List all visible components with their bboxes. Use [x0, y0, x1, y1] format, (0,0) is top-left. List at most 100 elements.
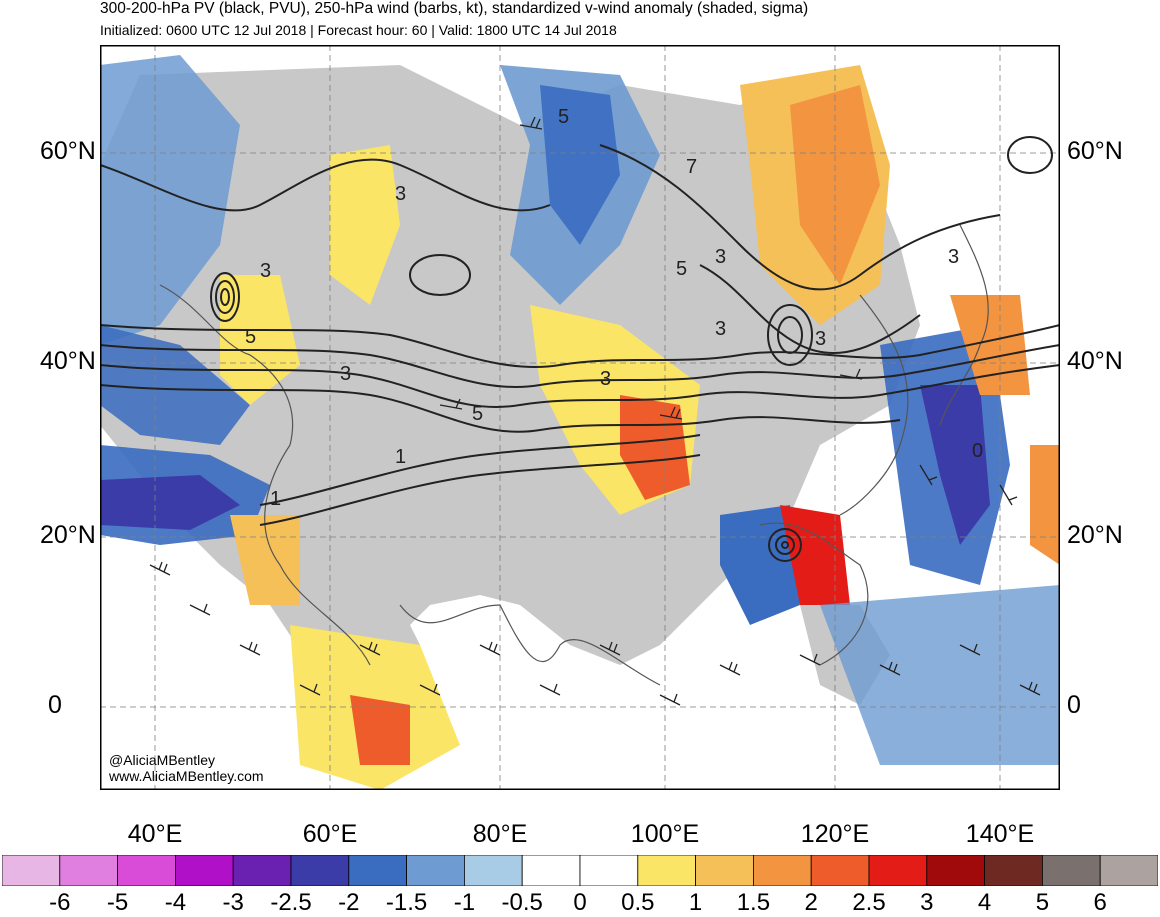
colorbar-swatch [695, 855, 754, 886]
colorbar-tick-label: 1 [688, 889, 703, 916]
contour-label: 3 [600, 368, 611, 390]
credit-handle: @AliciaMBentley [109, 752, 216, 768]
colorbar-tick-label: -6 [49, 889, 71, 916]
colorbar-tick-label: 4 [977, 889, 992, 916]
colorbar-tick-label: 1.5 [736, 889, 771, 916]
colorbar-tick-label: 0.5 [621, 889, 655, 916]
contour-label: 3 [395, 183, 406, 205]
lon-label: 120°E [800, 820, 870, 848]
pv-contour-ring [1007, 136, 1053, 174]
lat-label-right: 0 [1067, 691, 1081, 719]
colorbar-swatch [232, 855, 292, 886]
anomaly-strong-positive-south-china [780, 505, 850, 605]
map-frame [100, 45, 1060, 790]
contour-label-group: 5 7 3 3 5 5 3 3 3 3 5 3 1 1 3 0 [245, 106, 983, 510]
colorbar-swatch [521, 855, 581, 886]
colorbar-swatch [174, 855, 234, 886]
lon-label: 40°E [127, 820, 183, 848]
colorbar-tick-label: 6 [1093, 889, 1107, 916]
anomaly-negative-atlantic [100, 55, 240, 345]
colorbar-swatch [984, 855, 1043, 886]
colorbar-swatch [810, 855, 870, 886]
wind-barbs [149, 116, 1041, 706]
colorbar-swatch [2, 855, 61, 886]
contour-label: 3 [260, 260, 271, 282]
lat-label-right: 20°N [1067, 521, 1123, 549]
colorbar-swatch [290, 855, 350, 886]
colorbar-swatch [406, 855, 465, 886]
contour-label: 5 [558, 106, 569, 128]
graticule [100, 45, 1060, 790]
lon-label: 60°E [302, 820, 358, 848]
pv-contour-ring [768, 528, 802, 562]
colorbar-tick-label: 0 [573, 889, 587, 916]
colorbar-swatch [579, 855, 639, 886]
contour-label: 5 [245, 326, 256, 348]
anomaly-positive-med [220, 275, 300, 405]
anomaly-positive-east-pacific [1030, 445, 1060, 565]
pv-contour-ring [767, 304, 813, 366]
anomaly-positive-scandinavia [330, 145, 400, 305]
lat-label-left: 20°N [40, 521, 96, 549]
contour-label: 5 [676, 258, 687, 280]
anomaly-negative-west-europe [100, 325, 250, 445]
contour-label: 1 [395, 446, 406, 468]
pv-contour-ring [777, 316, 803, 354]
lat-label-left: 40°N [40, 347, 96, 375]
pv-contour-ring [220, 288, 230, 306]
colorbar [2, 855, 1158, 886]
figure-subtitle: Initialized: 0600 UTC 12 Jul 2018 | Fore… [100, 22, 617, 38]
pv-contour-ring [215, 280, 235, 314]
credit-website: www.AliciaMBentley.com [109, 768, 264, 784]
colorbar-tick-label: 5 [1035, 889, 1050, 916]
contour-label: 1 [270, 488, 281, 510]
colorbar-swatch [1099, 855, 1158, 886]
colorbar-tick-label: -2 [338, 889, 360, 916]
anomaly-strong-negative-africa [100, 475, 240, 530]
colorbar-swatch [868, 855, 928, 886]
anomaly-positive-okhotsk [950, 295, 1030, 395]
anomaly-strong-negative-pacific [920, 385, 990, 545]
colorbar-swatch [348, 855, 407, 886]
colorbar-tick-label: -1 [453, 889, 476, 916]
contour-label: 3 [715, 246, 726, 268]
colorbar-swatch [463, 855, 523, 886]
lon-label: 100°E [630, 820, 700, 848]
lon-label: 80°E [472, 820, 528, 848]
lon-label: 140°E [965, 820, 1035, 848]
anomaly-negative-ural-core [540, 85, 620, 245]
contour-label: 5 [472, 403, 483, 425]
colorbar-swatch [117, 855, 176, 886]
figure-title: 300-200-hPa PV (black, PVU), 250-hPa win… [100, 0, 809, 17]
map-panel: 5 7 3 3 5 5 3 3 3 3 5 3 1 1 3 0 [100, 45, 1060, 790]
colorbar-swatch [926, 855, 985, 886]
colorbar-tick-label: -0.5 [501, 889, 543, 916]
anomaly-strong-positive-indian-ocean [350, 695, 410, 765]
contour-label: 3 [340, 363, 351, 385]
lat-label-left: 0 [48, 691, 62, 719]
contour-label: 7 [686, 156, 697, 178]
contour-label: 3 [815, 328, 826, 350]
pv-contours [100, 136, 1060, 562]
lat-label-left: 60°N [40, 137, 96, 165]
pv-contour-ring [781, 541, 789, 549]
colorbar-tick-label: 3 [920, 889, 934, 916]
coastlines [159, 224, 989, 686]
pv-contour-ring [775, 535, 795, 555]
contour-label: 0 [972, 440, 983, 462]
colorbar-tick-label: -4 [164, 889, 187, 916]
colorbar-swatch [59, 855, 118, 886]
colorbar-tick-label: 2.5 [852, 889, 886, 916]
colorbar-tick-label: -2.5 [270, 889, 312, 916]
colorbar-tick-label: -3 [222, 889, 244, 916]
colorbar-tick-label: -5 [106, 889, 129, 916]
colorbar-swatch [753, 855, 812, 886]
contour-label: 3 [948, 246, 959, 268]
colorbar-swatch [1042, 855, 1101, 886]
contour-label: 3 [715, 318, 726, 340]
anomaly-positive-arabia [230, 515, 300, 605]
anomaly-strong-positive-tibet [620, 395, 690, 500]
lat-label-right: 40°N [1067, 347, 1123, 375]
pv-contour-ring [210, 272, 240, 322]
colorbar-swatch [637, 855, 696, 886]
